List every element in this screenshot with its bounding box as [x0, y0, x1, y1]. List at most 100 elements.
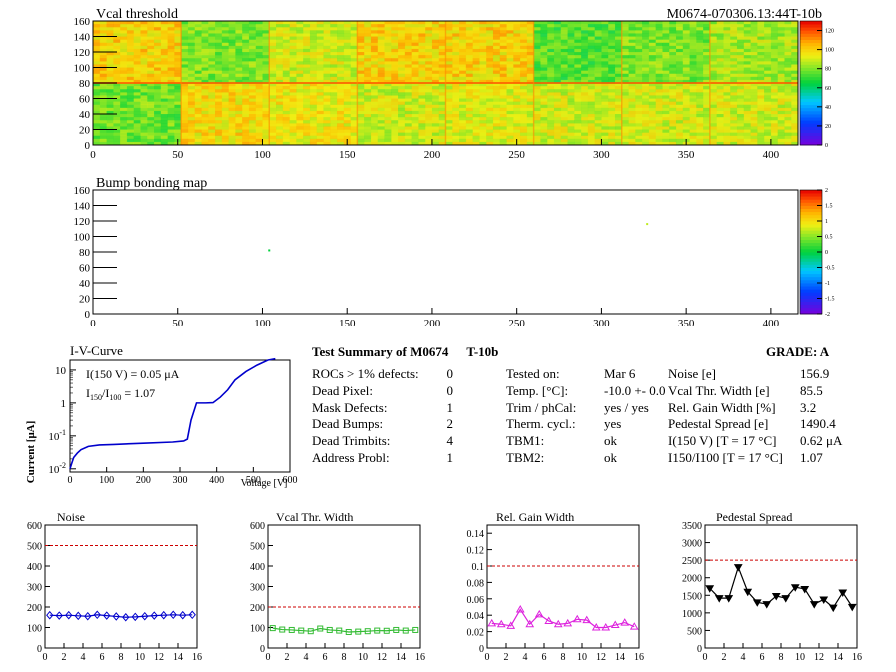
- pixel-cell: [425, 27, 433, 31]
- pixel-cell: [228, 24, 236, 28]
- pixel-cell: [506, 107, 514, 112]
- pixel-cell: [248, 86, 256, 90]
- pixel-cell: [99, 42, 107, 47]
- pixel-cell: [99, 123, 107, 127]
- pixel-cell: [567, 24, 575, 28]
- pixel-cell: [221, 24, 229, 28]
- pixel-cell: [770, 48, 778, 53]
- pixel-cell: [309, 45, 318, 50]
- pixel-cell: [784, 24, 792, 28]
- pixel-cell: [208, 24, 216, 28]
- pixel-cell: [696, 126, 704, 130]
- pixel-cell: [750, 42, 758, 47]
- pixel-cell: [364, 21, 372, 25]
- pixel-cell: [235, 58, 243, 62]
- pixel-cell: [330, 52, 338, 56]
- y-tick-label: 0: [85, 309, 91, 321]
- plot-frame: [704, 524, 858, 649]
- pixel-cell: [635, 67, 643, 71]
- pixel-cell: [655, 33, 663, 37]
- pixel-cell: [309, 114, 318, 118]
- pixel-cell: [316, 33, 324, 37]
- pixel-cell: [126, 76, 134, 81]
- pixel-cell: [242, 110, 250, 115]
- pixel-cell: [133, 132, 141, 136]
- pixel-cell: [709, 45, 717, 50]
- pixel-cell: [662, 86, 670, 90]
- pixel-cell: [255, 76, 263, 81]
- plot-y-tick-label: 300: [250, 583, 265, 594]
- pixel-cell: [648, 27, 656, 31]
- pixel-cell: [296, 126, 304, 130]
- palette-band: [800, 33, 822, 37]
- pixel-cell: [181, 107, 189, 112]
- pixel-cell: [675, 42, 684, 47]
- pixel-cell: [703, 30, 711, 34]
- pixel-cell: [140, 135, 148, 140]
- pixel-cell: [364, 89, 372, 93]
- pixel-cell: [425, 70, 433, 74]
- plot-x-tick-label: 4: [741, 652, 746, 663]
- pixel-cell: [486, 21, 494, 25]
- pixel-cell: [133, 126, 141, 130]
- pixel-cell: [662, 132, 670, 136]
- pixel-cell: [533, 67, 541, 71]
- pixel-cell: [425, 76, 433, 81]
- plot-point: [326, 626, 333, 633]
- pixel-cell: [242, 76, 250, 81]
- pixel-cell: [492, 42, 501, 47]
- pixel-cell: [486, 61, 494, 65]
- pixel-cell: [703, 89, 711, 93]
- summary-row: Tested on: Mar 6: [506, 366, 666, 382]
- pixel-cell: [269, 24, 277, 28]
- pixel-cell: [526, 24, 534, 28]
- x-tick-label: 400: [763, 318, 780, 326]
- pixel-cell: [628, 126, 636, 130]
- pixel-cell: [716, 52, 724, 56]
- pixel-cell: [533, 24, 541, 28]
- pixel-cell: [255, 21, 263, 25]
- pixel-cell: [255, 86, 263, 90]
- pixel-cell: [235, 114, 243, 118]
- pixel-cell: [465, 92, 473, 96]
- plot-title: Noise: [57, 510, 85, 524]
- pixel-cell: [398, 24, 406, 28]
- pixel-cell: [614, 95, 623, 99]
- pixel-cell: [492, 36, 501, 40]
- plot-y-tick-label: 0.1: [472, 562, 485, 573]
- plot-point: [752, 599, 762, 607]
- pixel-cell: [669, 101, 677, 105]
- pixel-cell: [431, 83, 440, 87]
- pixel-cell: [682, 101, 690, 105]
- pixel-cell: [438, 64, 446, 68]
- pixel-cell: [99, 79, 107, 84]
- pixel-cell: [743, 24, 751, 28]
- pixel-cell: [730, 83, 738, 87]
- pixel-cell: [777, 132, 785, 136]
- pixel-cell: [499, 89, 507, 93]
- pixel-cell: [520, 107, 528, 112]
- pixel-cell: [330, 101, 338, 105]
- pixel-cell: [309, 24, 318, 28]
- pixel-cell: [221, 135, 229, 140]
- pixel-cell: [431, 42, 440, 47]
- pixel-cell: [106, 117, 114, 121]
- pixel-cell: [201, 67, 209, 71]
- pixel-cell: [309, 61, 318, 65]
- pixel-cell: [506, 30, 514, 34]
- pixel-cell: [357, 104, 365, 109]
- pixel-cell: [642, 123, 650, 127]
- pixel-cell: [147, 86, 155, 90]
- pixel-cell: [276, 95, 284, 99]
- pixel-cell: [581, 104, 589, 109]
- palette-band: [800, 36, 822, 40]
- pixel-cell: [736, 42, 745, 47]
- pixel-cell: [452, 27, 460, 31]
- pixel-cell: [289, 110, 297, 115]
- pixel-cell: [567, 48, 575, 53]
- pixel-cell: [743, 64, 751, 68]
- pixel-cell: [235, 126, 243, 130]
- pixel-cell: [723, 101, 731, 105]
- pixel-cell: [425, 24, 433, 28]
- pixel-cell: [269, 52, 277, 56]
